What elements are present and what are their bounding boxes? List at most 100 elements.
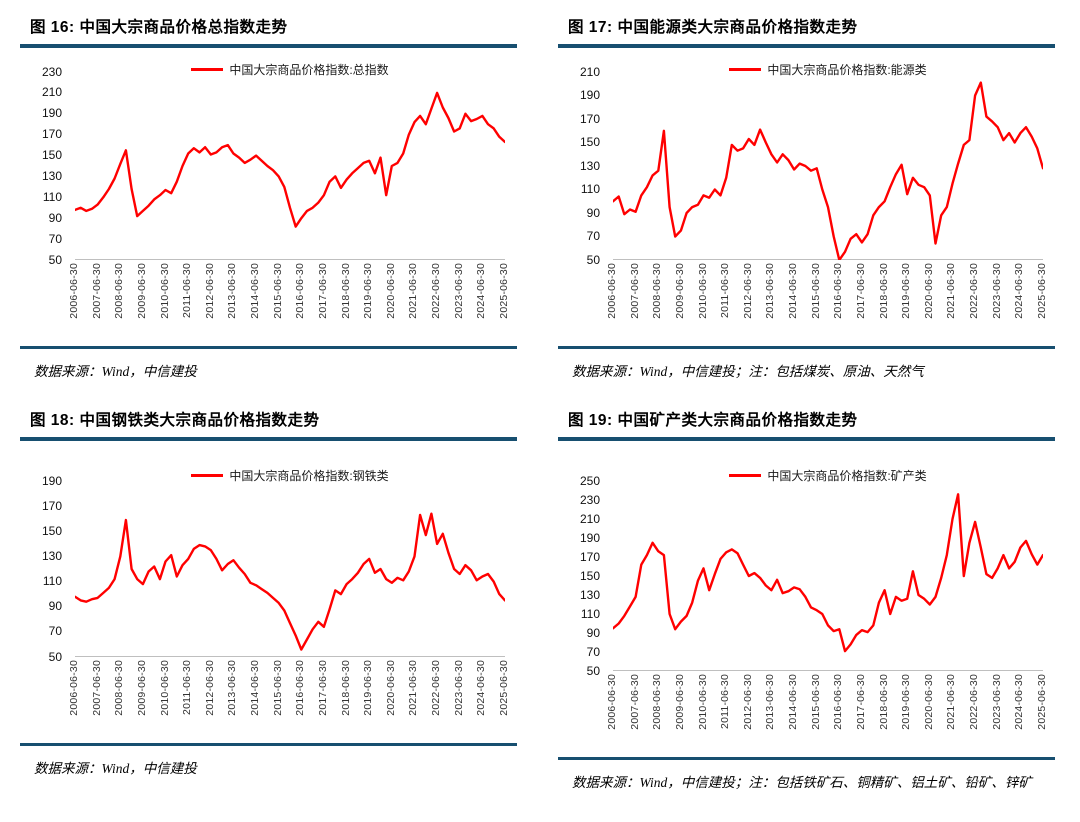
legend-line-swatch <box>191 473 224 477</box>
x-tick-label: 2018-06-30 <box>877 673 890 730</box>
y-tick-label: 70 <box>586 229 600 243</box>
x-tick-label: 2023-06-30 <box>452 659 465 716</box>
y-tick-label: 170 <box>579 549 600 564</box>
x-tick-label: 2013-06-30 <box>764 262 777 319</box>
y-tick-label: 170 <box>41 127 62 142</box>
legend: 中国大宗商品价格指数:钢铁类 <box>75 467 505 484</box>
x-tick-label: 2023-06-30 <box>990 262 1003 319</box>
y-tick-label: 50 <box>48 649 62 664</box>
y-tick-label: 190 <box>41 473 62 488</box>
figure-19-source: 数据来源：Wind，中信建投；注：包括铁矿石、铜精矿、铝土矿、铅矿、锌矿 <box>572 774 1032 790</box>
x-tick-label: 2021-06-30 <box>945 262 958 319</box>
y-tick-label: 170 <box>41 498 62 513</box>
x-tick-label: 2018-06-30 <box>339 262 352 319</box>
x-tick-label: 2014-06-30 <box>249 659 262 716</box>
title-rule <box>558 437 1055 441</box>
line-chart-svg <box>613 492 1043 671</box>
figure-19-title: 图 19: 中国矿产类大宗商品价格指数走势 <box>568 412 858 429</box>
x-tick-label: 2012-06-30 <box>741 673 754 730</box>
x-tick-label: 2022-06-30 <box>430 659 443 716</box>
x-tick-label: 2023-06-30 <box>990 673 1003 730</box>
x-tick-label: 2024-06-30 <box>475 659 488 716</box>
y-tick-label: 130 <box>41 548 62 563</box>
x-tick-label: 2006-06-30 <box>68 659 80 716</box>
x-tick-label: 2023-06-30 <box>452 262 465 319</box>
x-tick-label: 2015-06-30 <box>271 262 284 319</box>
y-tick-label: 50 <box>586 663 600 678</box>
x-tick-label: 2020-06-30 <box>384 659 397 716</box>
x-tick-label: 2012-06-30 <box>741 262 754 319</box>
x-tick-label: 2011-06-30 <box>181 659 194 715</box>
x-tick-label: 2012-06-30 <box>203 659 216 716</box>
x-tick-label: 2019-06-30 <box>900 673 913 730</box>
x-tick-label: 2011-06-30 <box>719 262 732 318</box>
y-tick-label: 230 <box>579 492 600 507</box>
y-tick-label: 130 <box>579 158 600 173</box>
x-tick-label: 2006-06-30 <box>606 673 618 730</box>
y-tick-label: 90 <box>586 205 600 220</box>
y-tick-label: 50 <box>48 252 62 267</box>
figure-17-chart: 中国大宗商品价格指数:能源类 210 190 170 150 130 110 90 70 50 … <box>558 48 1055 336</box>
x-tick-label: 2022-06-30 <box>968 673 981 730</box>
x-tick-label: 2025-06-30 <box>1036 673 1048 730</box>
x-tick-label: 2007-06-30 <box>90 262 103 319</box>
series-line <box>613 492 1043 652</box>
x-tick-label: 2020-06-30 <box>922 673 935 730</box>
figure-17-title: 图 17: 中国能源类大宗商品价格指数走势 <box>568 19 858 36</box>
series-line <box>75 512 505 651</box>
x-tick-label: 2022-06-30 <box>968 262 981 319</box>
figure-16-title: 图 16: 中国大宗商品价格总指数走势 <box>30 19 288 36</box>
x-tick-label: 2013-06-30 <box>226 262 239 319</box>
y-tick-label: 130 <box>41 168 62 183</box>
y-tick-label: 110 <box>580 182 600 196</box>
figure-17-source: 数据来源：Wind，中信建投；注：包括煤炭、原油、天然气 <box>572 363 924 379</box>
plot-row: 230 210 190 170 150 130 110 90 70 50 2006-06-30 20… <box>20 48 517 336</box>
line-chart-svg <box>75 512 505 657</box>
y-tick-label: 90 <box>586 625 600 640</box>
x-tick-label: 2007-06-30 <box>628 262 641 319</box>
x-tick-label: 2012-06-30 <box>203 262 216 319</box>
legend-line-swatch <box>729 473 762 477</box>
legend-line-swatch <box>729 67 762 71</box>
plot-row: 210 190 170 150 130 110 90 70 50 2006-06-30 2007-… <box>558 48 1055 336</box>
figure-18-title: 图 18: 中国钢铁类大宗商品价格指数走势 <box>30 412 320 429</box>
x-tick-label: 2013-06-30 <box>764 673 777 730</box>
x-tick-label: 2016-06-30 <box>294 659 307 716</box>
x-tick-label: 2014-06-30 <box>249 262 262 319</box>
plot: 2006-06-30 2007-06-30 2008-06-30 2009-06-30… <box>606 481 1048 747</box>
x-tick-label: 2009-06-30 <box>673 673 686 730</box>
x-tick-label: 2017-06-30 <box>316 262 329 319</box>
title-rule <box>20 44 517 48</box>
plot-row: 190 170 150 130 110 90 70 50 2006-06-30 2007-06-… <box>20 441 517 733</box>
x-tick-label: 2010-06-30 <box>696 262 709 319</box>
x-tick-label: 2008-06-30 <box>651 262 664 319</box>
x-tick-label: 2020-06-30 <box>384 262 397 319</box>
x-tick-label: 2016-06-30 <box>832 262 845 319</box>
y-axis: 210 190 170 150 130 110 90 70 50 <box>558 65 613 267</box>
x-tick-label: 2007-06-30 <box>90 659 103 716</box>
x-tick-label: 2021-06-30 <box>407 262 420 319</box>
figure-19-chart: 中国大宗商品价格指数:矿产类 250 230 210 190 170 150 130 110 9… <box>558 441 1055 747</box>
x-tick-label: 2006-06-30 <box>606 262 618 319</box>
x-tick-label: 2021-06-30 <box>407 659 420 716</box>
y-tick-label: 210 <box>41 85 62 100</box>
figure-16-panel: 图 16: 中国大宗商品价格总指数走势 中国大宗商品价格指数:总指数 230 21… <box>20 8 517 386</box>
x-tick-label: 2019-06-30 <box>900 262 913 319</box>
y-tick-label: 170 <box>579 111 600 126</box>
y-tick-label: 70 <box>48 624 62 639</box>
y-tick-label: 50 <box>586 252 600 267</box>
x-tick-label: 2017-06-30 <box>316 659 329 716</box>
source-rule <box>558 345 1055 349</box>
y-tick-label: 190 <box>579 88 600 102</box>
x-tick-label: 2021-06-30 <box>945 673 958 730</box>
x-tick-label: 2019-06-30 <box>362 262 375 319</box>
source-rule <box>20 742 517 746</box>
x-tick-label: 2015-06-30 <box>809 262 822 319</box>
x-tick-label: 2013-06-30 <box>226 659 239 716</box>
y-tick-label: 70 <box>586 644 600 659</box>
figure-18-source: 数据来源：Wind，中信建投 <box>34 760 197 776</box>
y-tick-label: 90 <box>48 210 62 225</box>
line-chart-svg <box>75 91 505 260</box>
plot-row: 250 230 210 190 170 150 130 110 90 70 50 2006-06-3… <box>558 441 1055 747</box>
